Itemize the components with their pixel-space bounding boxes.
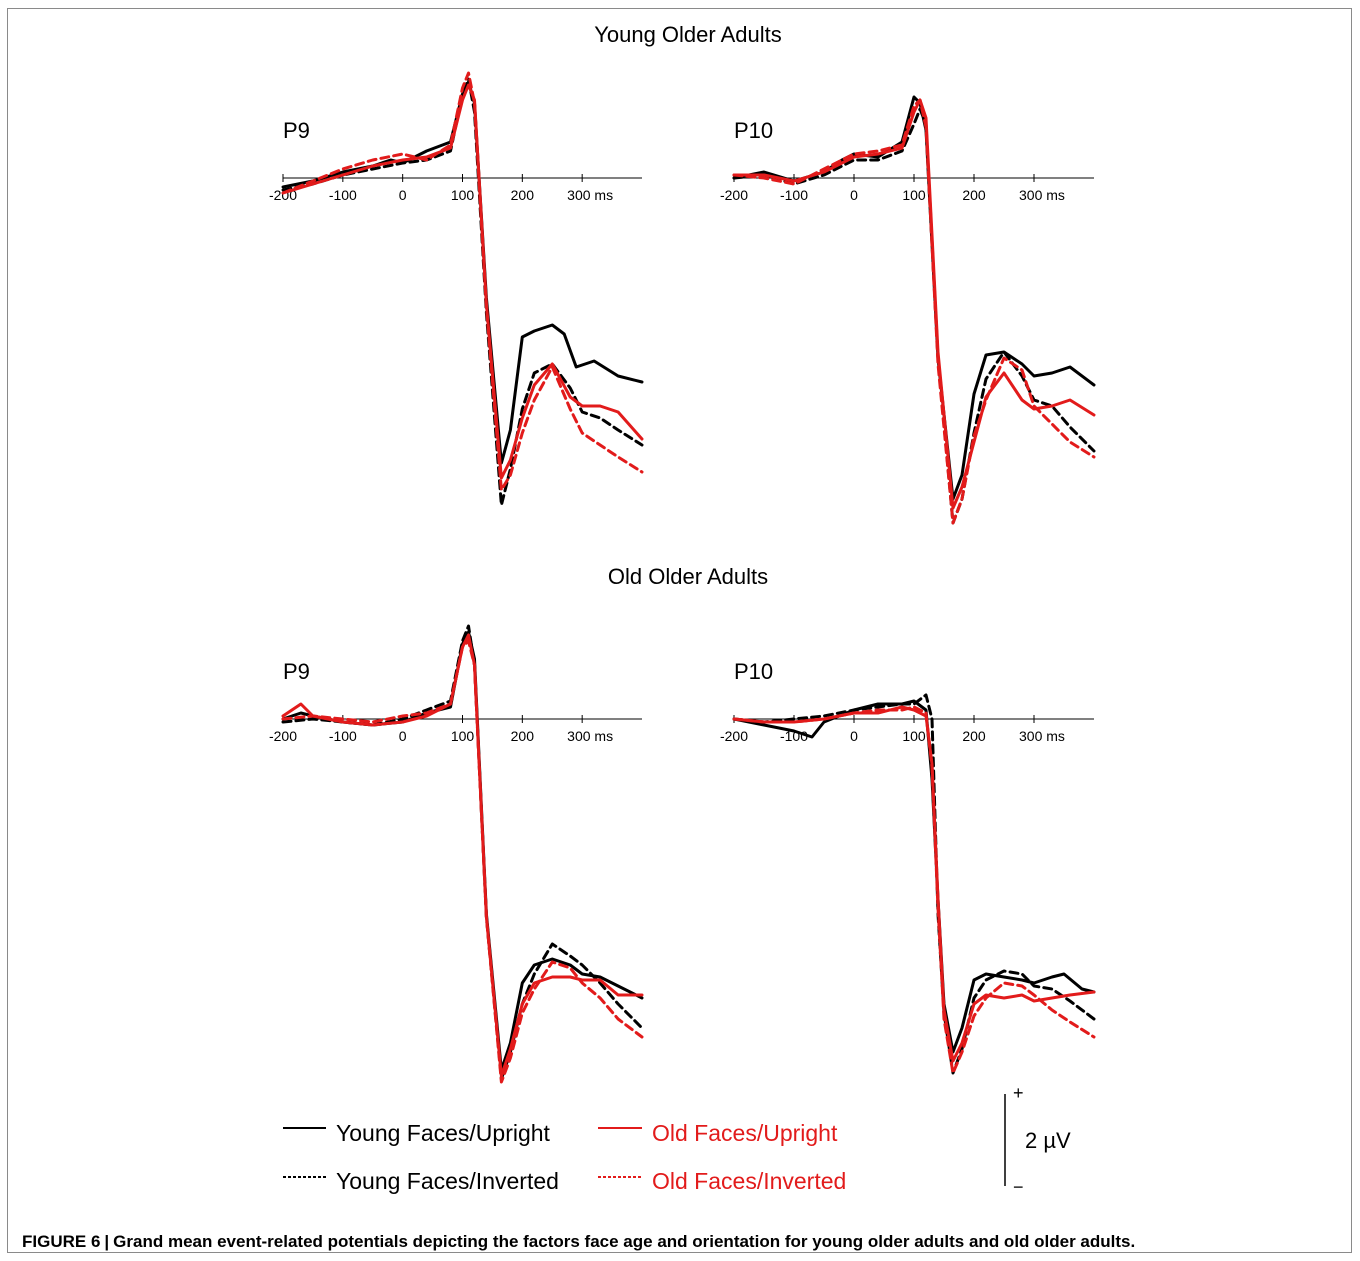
legend-label-young-upright: Young Faces/Upright bbox=[336, 1120, 551, 1146]
scale-bar-plus: + bbox=[1013, 1083, 1024, 1103]
x-tick-label: -200 bbox=[720, 187, 748, 203]
series-line-old-faces-inverted bbox=[732, 705, 1096, 1075]
x-tick-label: -200 bbox=[720, 728, 748, 744]
x-tick-label: -100 bbox=[329, 728, 357, 744]
panel-label-p9: P9 bbox=[283, 659, 310, 684]
legend: Young Faces/Upright Young Faces/Inverted… bbox=[283, 1120, 846, 1194]
series-line-old-faces-inverted bbox=[281, 639, 644, 1084]
x-tick-label: 0 bbox=[399, 187, 407, 203]
x-tick-label: 200 bbox=[511, 187, 535, 203]
x-tick-label: 200 bbox=[962, 728, 986, 744]
series-line-old-faces-upright bbox=[281, 83, 644, 480]
x-tick-label: 100 bbox=[451, 187, 475, 203]
caption-text: Grand mean event-related potentials depi… bbox=[113, 1232, 1136, 1251]
x-tick-label: 300 ms bbox=[1019, 187, 1065, 203]
series-line-old-faces-inverted bbox=[281, 71, 644, 492]
x-tick-label: 100 bbox=[451, 728, 475, 744]
caption-label: FIGURE 6 bbox=[22, 1232, 101, 1251]
series-line-young-faces-inverted bbox=[281, 77, 644, 507]
series-line-young-faces-upright bbox=[281, 630, 644, 1072]
group-title-old-older-adults: Old Older Adults bbox=[608, 564, 768, 589]
x-tick-label: 200 bbox=[962, 187, 986, 203]
series-line-old-faces-inverted bbox=[732, 98, 1096, 525]
x-tick-label: 100 bbox=[902, 728, 926, 744]
x-tick-label: 300 ms bbox=[1019, 728, 1065, 744]
x-tick-label: -100 bbox=[780, 187, 808, 203]
panel-label-p9: P9 bbox=[283, 118, 310, 143]
x-tick-label: 0 bbox=[399, 728, 407, 744]
series-line-young-faces-upright bbox=[732, 95, 1096, 501]
erp-panels: -200 -100 0 100 200 300 ms P9 -200 -100 0 100 200 30… bbox=[269, 71, 1096, 1084]
figure-frame bbox=[7, 8, 1352, 1253]
series-line-old-faces-upright bbox=[281, 633, 644, 1078]
panel-2-p10: -200 -100 0 100 200 300 ms P10 bbox=[720, 95, 1096, 525]
group-title-young-older-adults: Young Older Adults bbox=[594, 22, 782, 47]
x-tick-label: 200 bbox=[511, 728, 535, 744]
panel-3-p9: -200 -100 0 100 200 300 ms P9 bbox=[269, 624, 644, 1084]
panel-label-p10: P10 bbox=[734, 118, 773, 143]
x-tick-label: -200 bbox=[269, 728, 297, 744]
series-line-young-faces-inverted bbox=[732, 693, 1096, 1075]
series-line-old-faces-upright bbox=[732, 705, 1096, 1063]
series-line-young-faces-inverted bbox=[281, 624, 644, 1081]
x-tick-label: 0 bbox=[850, 728, 858, 744]
x-tick-label: 300 ms bbox=[567, 728, 613, 744]
legend-label-old-upright: Old Faces/Upright bbox=[652, 1120, 838, 1146]
x-tick-label: 0 bbox=[850, 187, 858, 203]
scale-bar-label: 2 µV bbox=[1025, 1128, 1071, 1153]
series-line-young-faces-inverted bbox=[732, 107, 1096, 525]
caption-separator: | bbox=[104, 1232, 110, 1251]
panel-label-p10: P10 bbox=[734, 659, 773, 684]
x-tick-label: 100 bbox=[902, 187, 926, 203]
scale-bar: + − 2 µV bbox=[1004, 1083, 1071, 1197]
legend-label-old-inverted: Old Faces/Inverted bbox=[652, 1168, 846, 1194]
legend-label-young-inverted: Young Faces/Inverted bbox=[336, 1168, 559, 1194]
x-tick-label: -100 bbox=[329, 187, 357, 203]
figure-caption: FIGURE 6 | Grand mean event-related potent… bbox=[22, 1232, 1135, 1252]
series-line-old-faces-upright bbox=[732, 98, 1096, 510]
scale-bar-minus: − bbox=[1013, 1177, 1024, 1197]
x-tick-label: 300 ms bbox=[567, 187, 613, 203]
